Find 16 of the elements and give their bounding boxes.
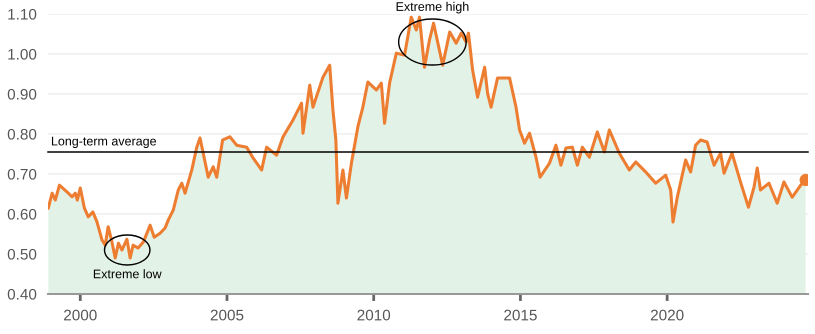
x-tick-label: 2010: [357, 310, 390, 320]
y-tick-label: 0.50: [8, 248, 36, 260]
annotation: Extreme high: [396, 2, 468, 14]
annotation: Extreme low: [94, 269, 162, 278]
y-tick-label: 1.10: [8, 8, 36, 20]
x-tick-label: 2020: [650, 310, 684, 320]
y-tick-label: 0.40: [8, 288, 36, 300]
y-tick-label: 0.80: [8, 128, 36, 140]
x-tick-label: 2000: [64, 310, 97, 320]
y-tick-label: 0.60: [8, 208, 36, 220]
y-tick-label: 0.90: [8, 88, 36, 100]
ref-line-label: Long-term average: [52, 136, 156, 148]
x-tick-label: 2015: [504, 310, 537, 320]
x-tick-label: 2005: [210, 310, 244, 320]
y-tick-label: 0.70: [8, 168, 36, 180]
y-tick-label: 1.00: [8, 48, 36, 60]
